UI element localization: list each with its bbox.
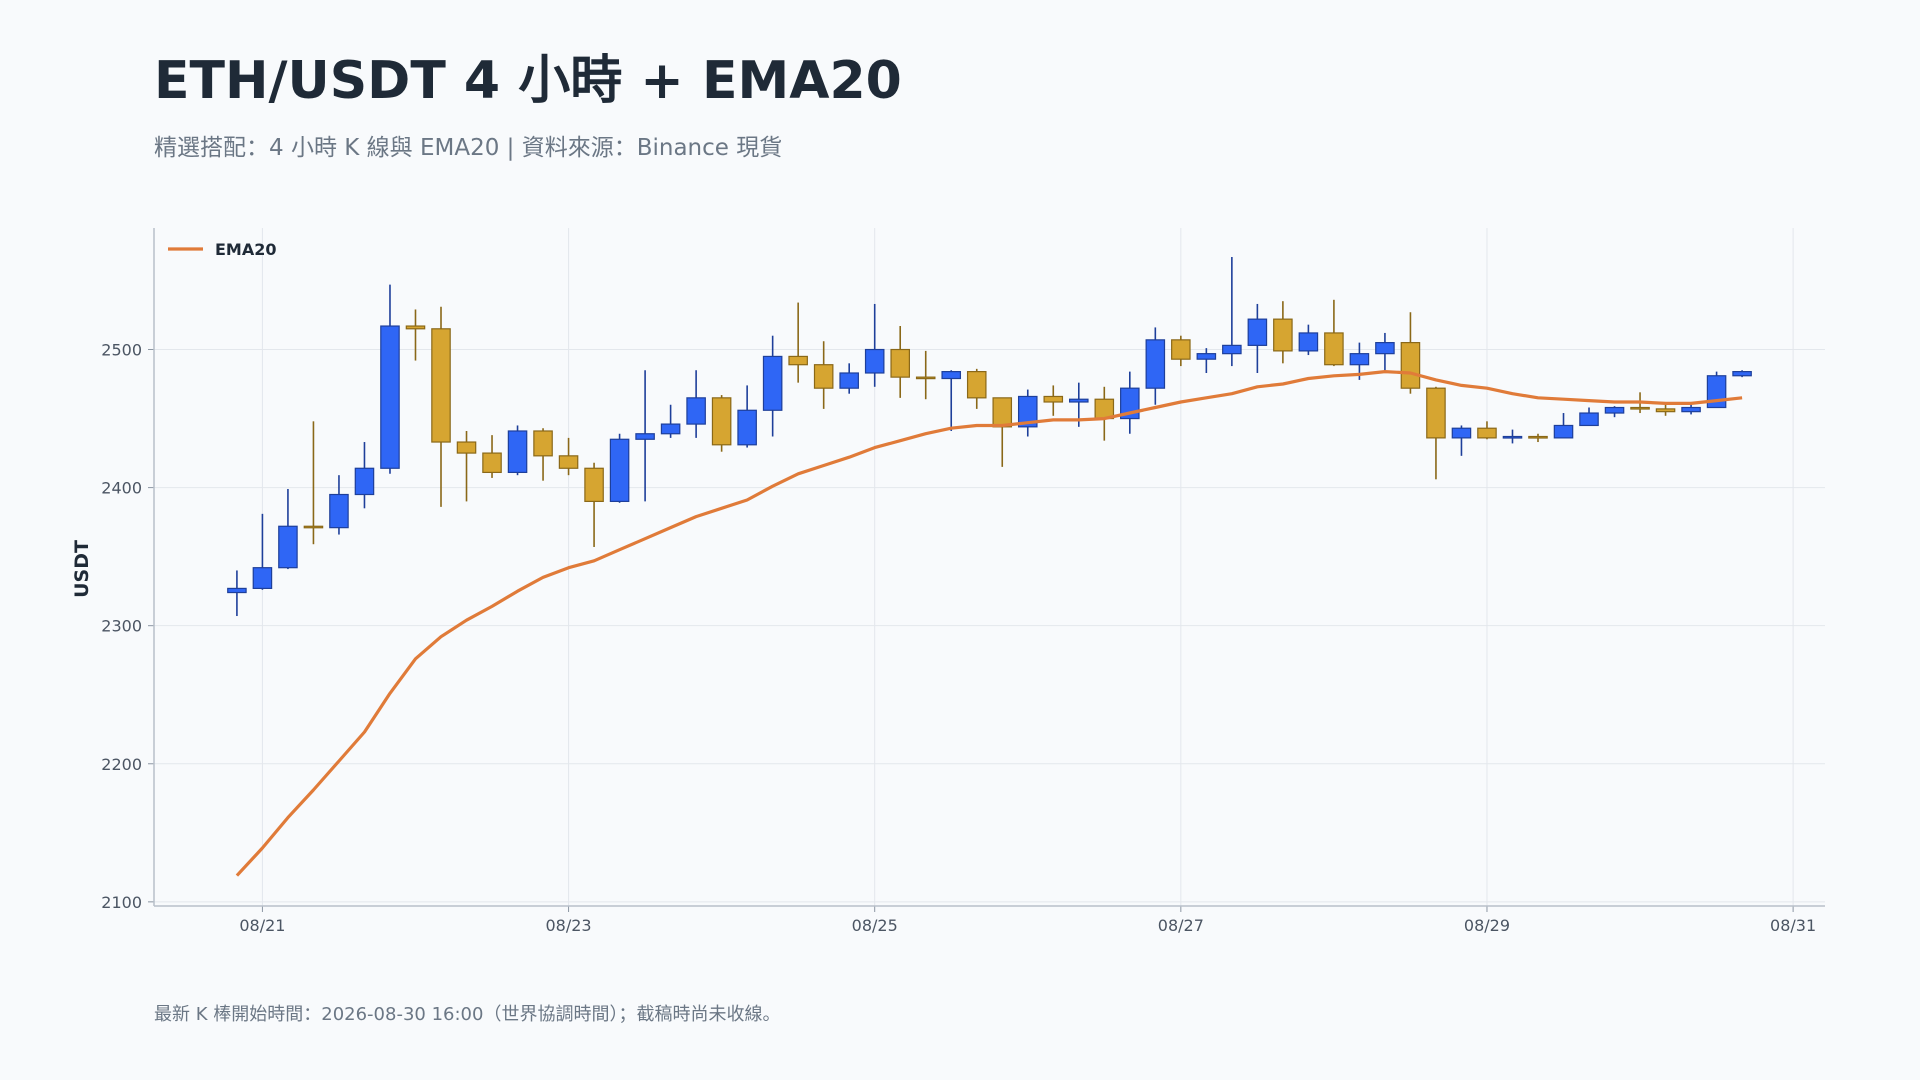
candle-body	[1732, 371, 1752, 377]
candle-body	[252, 567, 273, 590]
y-tick-label: 2200	[101, 755, 142, 774]
footnote: 最新 K 棒開始時間：2026-08-30 16:00（世界協調時間）；截稿時尚…	[154, 1004, 780, 1025]
candle-body	[354, 467, 375, 496]
candle-body	[1502, 435, 1523, 439]
candle-body	[1171, 339, 1191, 360]
ema-line	[235, 370, 1743, 877]
candle-body	[1604, 406, 1625, 414]
candle-body	[762, 355, 783, 411]
chart-title: ETH/USDT 4 小時 + EMA20	[154, 51, 902, 111]
candle-body	[1043, 395, 1064, 403]
candle-body	[609, 438, 630, 503]
chart-subtitle: 精選搭配：4 小時 K 線與 EMA20 | 資料來源：Binance 現貨	[154, 135, 782, 161]
y-tick-label: 2100	[101, 893, 142, 912]
candle-body	[788, 355, 808, 366]
x-tick-label: 08/23	[546, 916, 592, 935]
candle-body	[1196, 353, 1217, 360]
candle-body	[227, 587, 247, 594]
candle-body	[558, 455, 579, 469]
candle-body	[686, 397, 706, 425]
x-tick-label: 08/27	[1158, 916, 1204, 935]
candle-body	[1349, 353, 1370, 366]
candle-body	[1426, 387, 1446, 439]
candle-body	[431, 328, 451, 443]
y-tick-label: 2400	[101, 479, 142, 498]
legend-label: EMA20	[215, 240, 277, 259]
candle-body	[507, 430, 528, 474]
x-tick-label: 08/21	[239, 916, 285, 935]
candle-body	[737, 409, 757, 446]
y-tick-label: 2500	[101, 341, 142, 360]
candle-body	[635, 433, 655, 440]
y-tick-label: 2300	[101, 617, 142, 636]
x-tick-label: 08/29	[1464, 916, 1510, 935]
x-tick-label: 08/31	[1770, 916, 1816, 935]
candle-body	[303, 525, 324, 529]
y-axis-label: USDT	[71, 540, 93, 598]
candle-body	[890, 348, 910, 378]
candle-body	[533, 430, 553, 457]
candle-body	[456, 441, 477, 454]
candle-body	[966, 371, 987, 399]
candle-body	[660, 423, 681, 435]
candle-body	[813, 364, 834, 389]
candle-body	[1273, 318, 1293, 352]
candle-body	[915, 376, 936, 380]
candle-body	[1681, 406, 1701, 413]
candle-body	[992, 397, 1013, 428]
candle-body	[1324, 332, 1344, 366]
candle-body	[1222, 344, 1242, 355]
candle-body	[380, 325, 400, 469]
candle-body	[405, 325, 426, 330]
candle-body	[584, 467, 604, 503]
candle-body	[1145, 339, 1166, 389]
candle-body	[839, 372, 859, 389]
candle-body	[482, 452, 502, 474]
candle-body	[1528, 435, 1548, 439]
x-tick-label: 08/25	[852, 916, 898, 935]
candle-body	[1375, 342, 1395, 355]
candle-body	[1298, 332, 1319, 352]
candle-body	[1017, 395, 1038, 428]
candle-body	[1069, 398, 1089, 403]
candle-body	[864, 348, 885, 374]
candle-body	[278, 525, 298, 569]
candle-body	[1579, 412, 1599, 427]
candle-body	[1477, 427, 1497, 439]
candle-body	[1630, 406, 1650, 410]
candle-body	[1451, 427, 1472, 439]
candle-body	[1655, 408, 1676, 413]
candle-body	[329, 493, 349, 529]
candle-body	[1247, 318, 1268, 346]
candle-body	[711, 397, 732, 446]
candle-body	[1553, 424, 1574, 439]
candle-body	[941, 371, 962, 380]
candle-body	[1400, 342, 1421, 389]
